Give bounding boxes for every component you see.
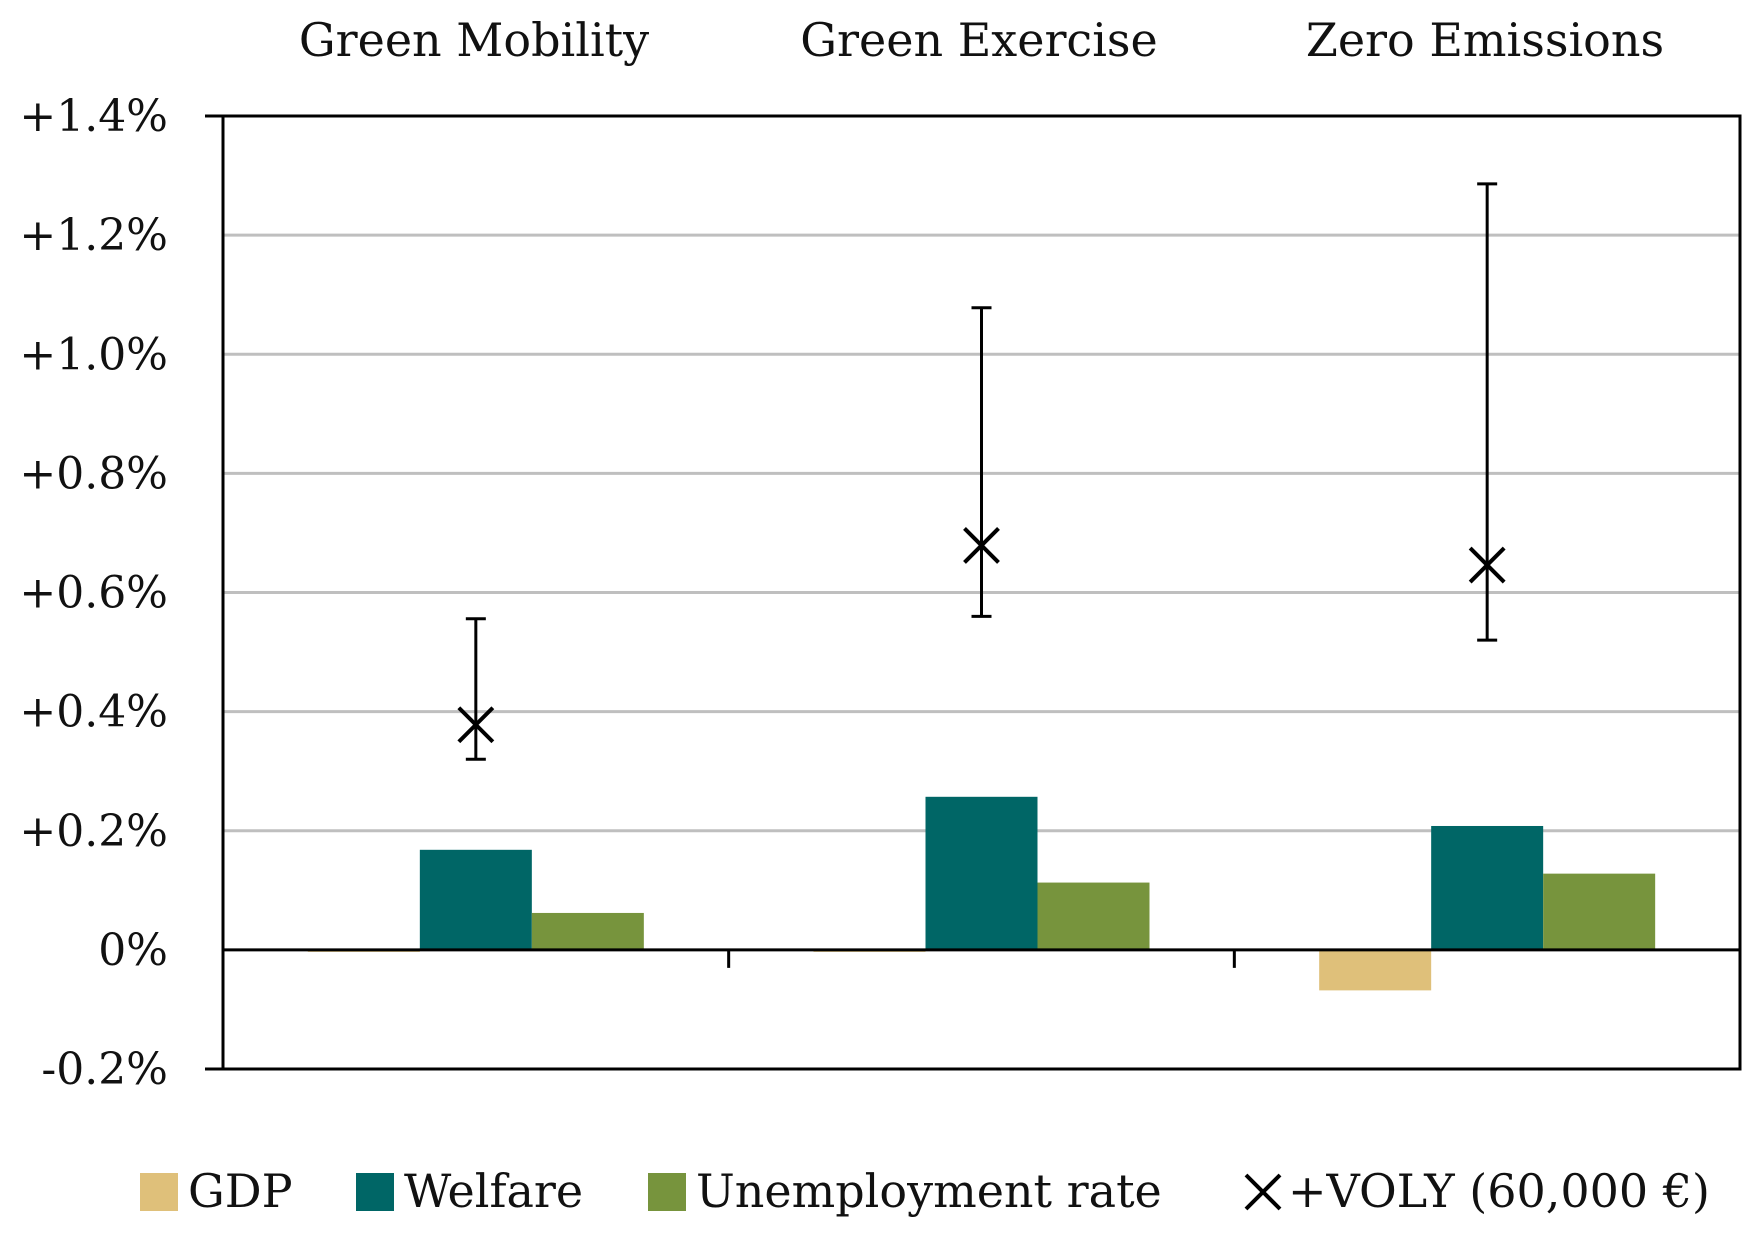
y-tick-label-7: 0% [98,925,168,976]
legend-label-welfare: Welfare [404,1164,583,1218]
category-label-green-exercise: Green Exercise [800,13,1157,67]
legend-label-voly: +VOLY (60,000 €) [1288,1164,1710,1218]
x-marker-stroke-b [457,706,495,744]
y-tick-labels: +1.4% +1.2% +1.0% +0.8% +0.6% +0.4% +0.2% 0% -0.… [19,91,168,1095]
bar-welfare-green-exercise [925,796,1038,950]
x-marker-stroke-b [1468,546,1506,584]
bar-unemployment-rate-green-exercise [1037,882,1150,950]
category-labels: Green Mobility Green Exercise Zero Emiss… [299,13,1664,67]
y-tick-label-3: +0.8% [19,448,168,499]
legend-swatch-unemployment-rate [648,1173,686,1211]
legend-marker-x [1244,1173,1282,1211]
bar-welfare-zero-emissions [1431,825,1544,950]
y-tick-label-4: +0.6% [19,568,168,619]
legend-label-gdp: GDP [188,1164,293,1218]
plot-frame [221,114,1742,1071]
axes [205,114,1742,1071]
y-tick-label-1: +1.2% [19,210,168,261]
category-label-zero-emissions: Zero Emissions [1306,13,1664,67]
y-tick-label-0: +1.4% [19,91,168,142]
y-tick-label-6: +0.2% [19,806,168,857]
voly-marker-zero-emissions [1468,182,1506,642]
bar-welfare-green-mobility [419,849,532,950]
category-label-green-mobility: Green Mobility [299,13,649,67]
bars [307,796,1656,991]
legend: GDP Welfare Unemployment rate +VOLY (60,… [140,1164,1710,1218]
legend-swatch-gdp [140,1173,178,1211]
y-tick-label-5: +0.4% [19,687,168,738]
bar-unemployment-rate-zero-emissions [1543,873,1656,950]
bar-unemployment-rate-green-mobility [531,912,644,950]
legend-swatch-welfare [356,1173,394,1211]
voly-marker-green-mobility [457,617,495,761]
y-tick-label-2: +1.0% [19,329,168,380]
x-marker-stroke-b [963,527,1000,564]
bar-gdp-zero-emissions [1319,949,1432,991]
voly-markers [457,182,1506,761]
legend-label-unemployment-rate: Unemployment rate [696,1164,1162,1218]
y-tick-label-8: -0.2% [41,1044,168,1095]
voly-marker-green-exercise [963,306,1000,618]
